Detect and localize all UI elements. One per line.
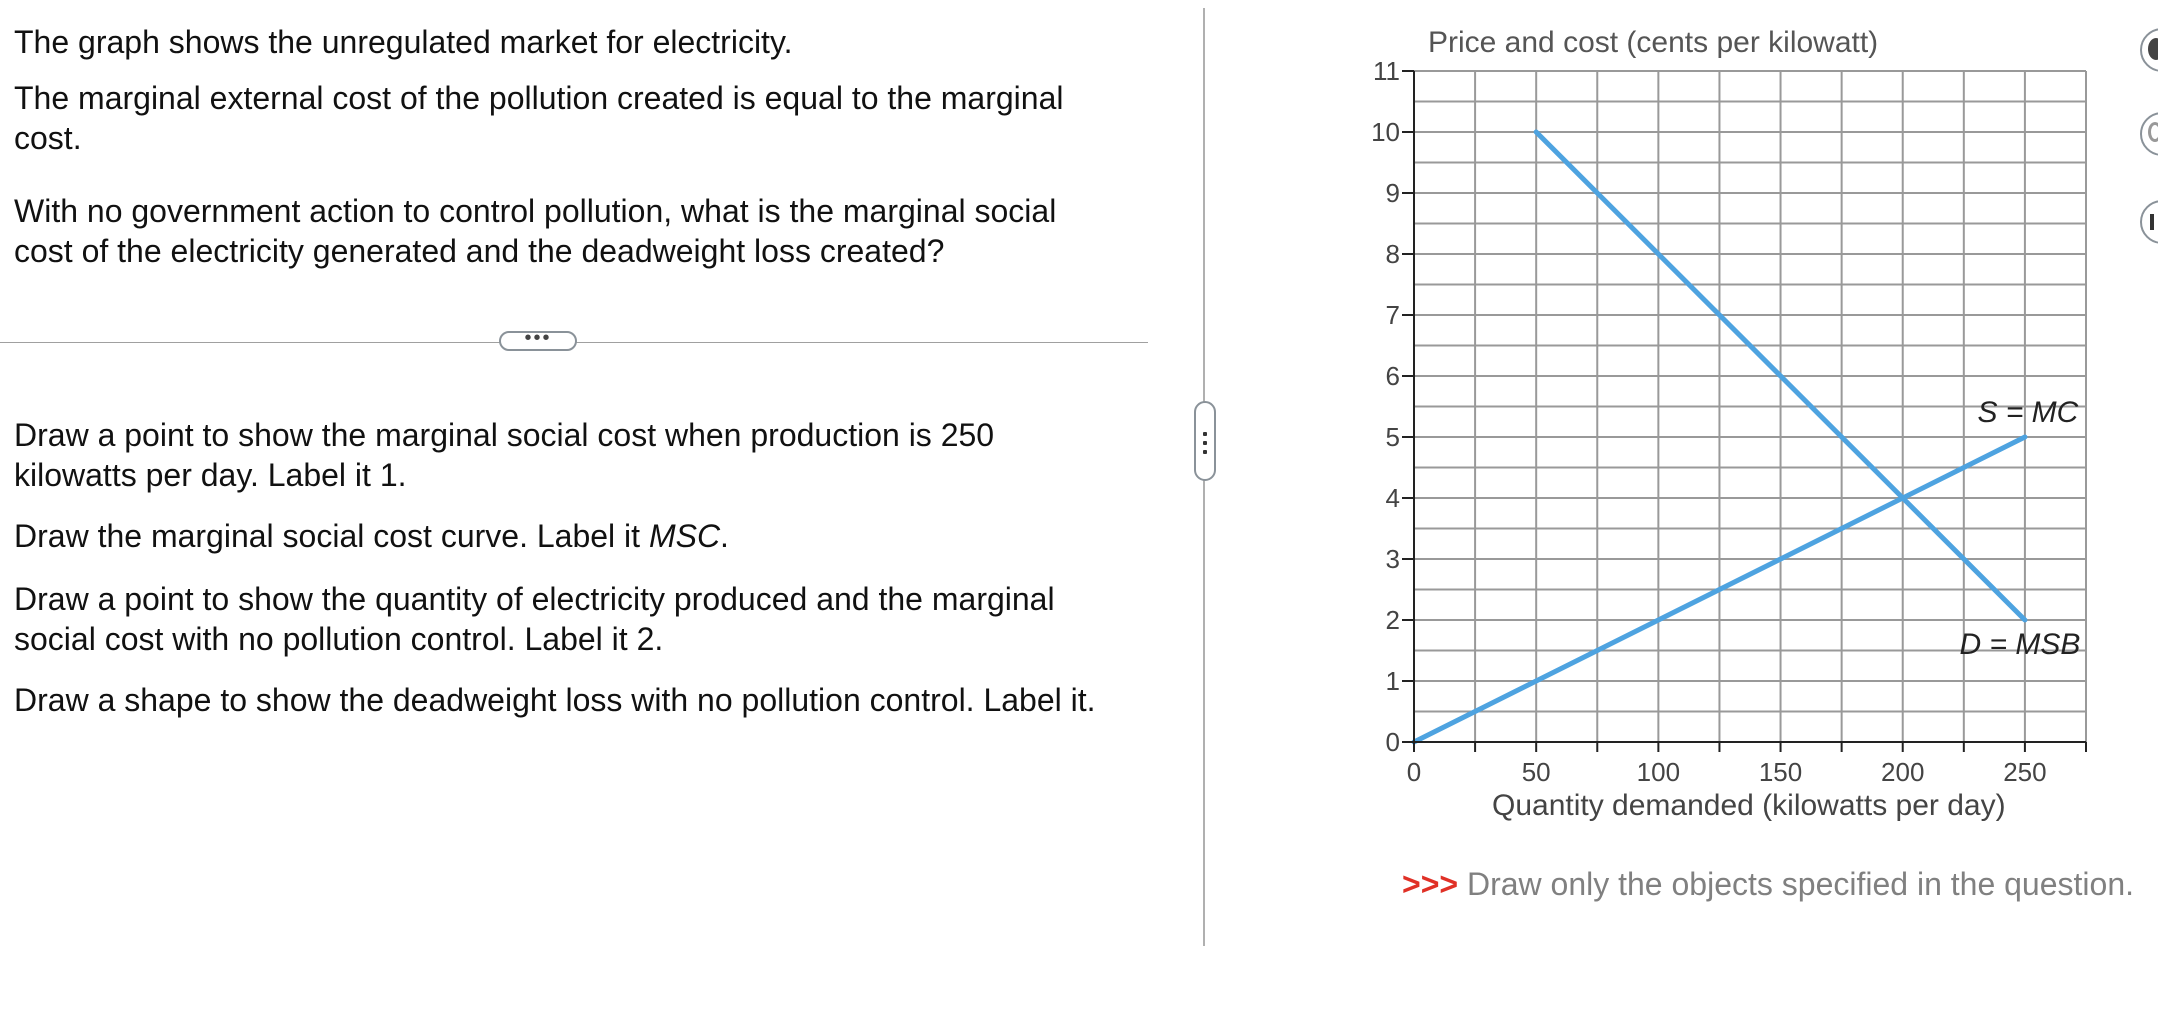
question-ask-line1: With no government action to control pol… <box>14 193 1057 229</box>
y-tick-label: 4 <box>1386 483 1400 513</box>
y-axis-label: Price and cost (cents per kilowatt) <box>1428 26 1878 59</box>
x-tick-label: 200 <box>1881 757 1924 787</box>
y-tick-label: 1 <box>1386 666 1400 696</box>
x-tick-label: 250 <box>2003 757 2046 787</box>
step1-line2: kilowatts per day. Label it 1. <box>14 457 407 493</box>
y-tick-label: 2 <box>1386 605 1400 635</box>
question-mec-line1: The marginal external cost of the pollut… <box>14 80 1064 116</box>
point-tool-icon <box>2148 38 2158 60</box>
y-tick-label: 7 <box>1386 300 1400 330</box>
y-tick-label: 5 <box>1386 422 1400 452</box>
pane-resize-handle[interactable] <box>1194 401 1216 481</box>
y-tick-label: 9 <box>1386 178 1400 208</box>
labels: 0 1 2 3 4 5 6 7 8 9 10 11 0 50 100 150 200 250 Price and c… <box>1371 26 2080 822</box>
curves <box>1411 129 2028 745</box>
step2-suffix: . <box>720 518 729 554</box>
y-tick-label: 0 <box>1386 727 1400 757</box>
instruction-arrows: >>> <box>1402 866 1459 902</box>
x-axis-label: Quantity demanded (kilowatts per day) <box>1492 789 2006 822</box>
question-intro: The graph shows the unregulated market f… <box>14 24 793 60</box>
graph-canvas[interactable]: 0 1 2 3 4 5 6 7 8 9 10 11 0 50 100 150 200 250 Price and c… <box>1340 0 2140 840</box>
point-tool-button[interactable] <box>2140 28 2158 72</box>
demand-curve <box>1533 129 2028 623</box>
y-tick-label: 10 <box>1371 117 1400 147</box>
step3-line1: Draw a point to show the quantity of ele… <box>14 581 1055 617</box>
x-tick-label: 50 <box>1522 757 1551 787</box>
x-tick-label: 100 <box>1637 757 1680 787</box>
step4-text: Draw a shape to show the deadweight loss… <box>14 682 1096 718</box>
demand-curve-label: D = MSB <box>1959 628 2080 661</box>
supply-curve-label: S = MC <box>1977 396 2078 429</box>
step2-text: Draw the marginal social cost curve. Lab… <box>14 516 729 556</box>
question-ask-line2: cost of the electricity generated and th… <box>14 233 945 269</box>
y-tick-label: 6 <box>1386 361 1400 391</box>
x-tick-label: 0 <box>1407 757 1421 787</box>
axes <box>1402 70 2087 752</box>
expand-button[interactable]: ••• <box>499 328 577 351</box>
step2-msc-label: MSC <box>648 518 721 554</box>
y-tick-label: 3 <box>1386 544 1400 574</box>
question-mec-line2: cost. <box>14 120 82 156</box>
y-tick-label: 11 <box>1373 56 1400 86</box>
instruction-message: Draw only the objects specified in the q… <box>1458 866 2134 902</box>
x-tick-label: 150 <box>1759 757 1802 787</box>
curve-tool-button[interactable] <box>2140 112 2158 156</box>
step3-line2: social cost with no pollution control. L… <box>14 621 664 657</box>
y-tick-label: 8 <box>1386 239 1400 269</box>
curve-tool-icon <box>2148 122 2158 142</box>
line-tool-button[interactable] <box>2140 200 2158 244</box>
step2-prefix: Draw the marginal social cost curve. Lab… <box>14 518 649 554</box>
instruction-text: >>> Draw only the objects specified in t… <box>1402 864 2134 904</box>
supply-curve <box>1411 434 2028 745</box>
step1-line1: Draw a point to show the marginal social… <box>14 417 995 453</box>
line-tool-icon <box>2150 214 2154 230</box>
question-pane: The graph shows the unregulated market f… <box>0 24 1148 718</box>
